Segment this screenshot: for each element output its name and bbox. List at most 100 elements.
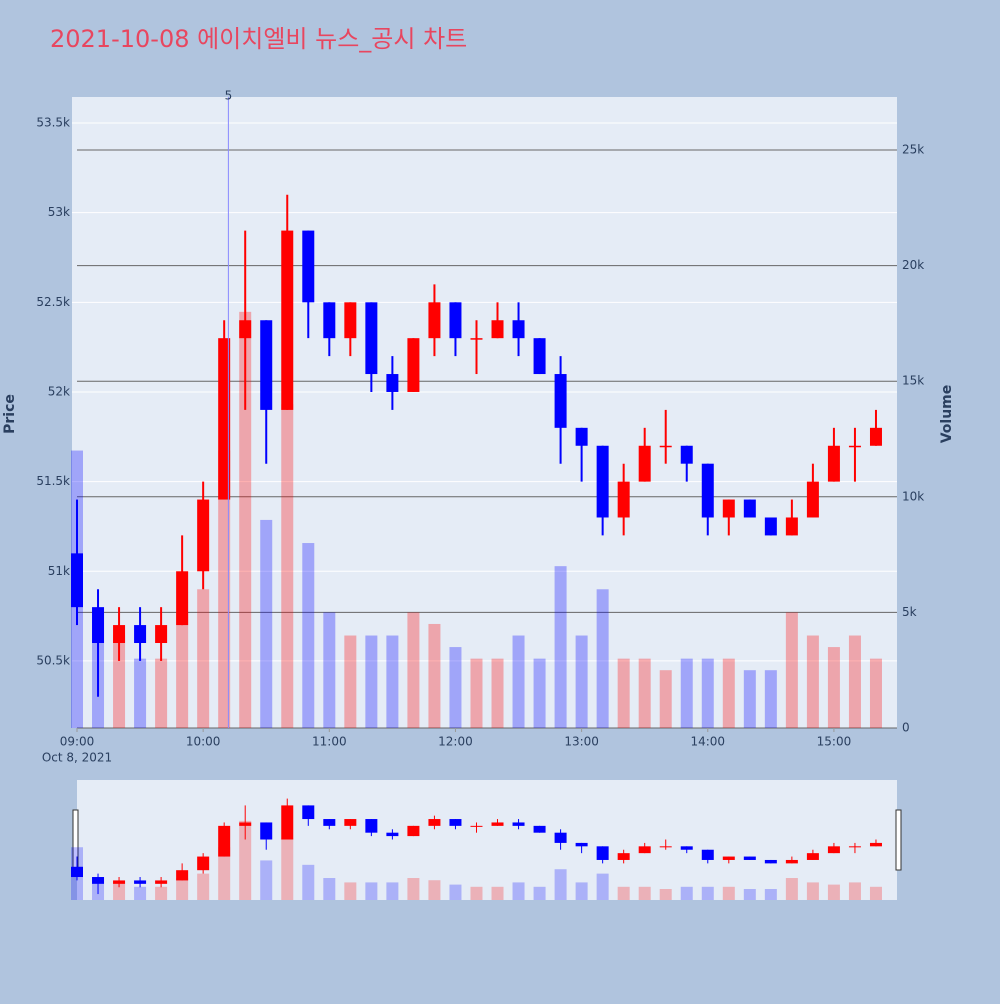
candle-body	[260, 320, 273, 410]
mini-volume-bar	[554, 869, 567, 900]
date-label: Oct 8, 2021	[42, 751, 112, 765]
candle-body	[323, 302, 336, 339]
y-tick-label: 53k	[48, 205, 70, 219]
y-tick-label: 52.5k	[36, 295, 70, 309]
mini-candle-body	[386, 832, 399, 837]
candle-body	[365, 302, 378, 375]
mini-candle-body	[428, 819, 441, 826]
mini-volume-bar	[533, 886, 546, 900]
mini-volume-bar	[428, 880, 441, 900]
mini-candle-body	[134, 880, 147, 884]
volume-bar	[176, 612, 189, 728]
volume-bar	[491, 658, 504, 728]
candle-body	[659, 445, 672, 448]
mini-candle-body	[806, 853, 819, 860]
mini-candle-body	[659, 846, 672, 848]
mini-volume-bar	[764, 889, 777, 900]
x-tick-label: 11:00	[312, 735, 347, 749]
candle-body	[92, 607, 105, 644]
volume-bar	[554, 566, 567, 728]
mini-volume-bar	[281, 838, 294, 900]
y-tick-label: 51.5k	[36, 474, 70, 488]
mini-volume-bar	[722, 886, 735, 900]
y2-tick-label: 5k	[902, 605, 917, 619]
mini-candle-body	[197, 856, 210, 871]
volume-bar	[407, 612, 420, 728]
candle-body	[302, 230, 315, 303]
volume-bar	[638, 658, 651, 728]
volume-bar	[113, 635, 126, 728]
mini-candle-body	[239, 822, 252, 826]
mini-candle-body	[218, 825, 231, 857]
volume-bar	[260, 519, 273, 728]
volume-bar	[428, 623, 441, 728]
candle-body	[470, 338, 483, 340]
x-tick-label: 14:00	[690, 735, 725, 749]
mini-candle-body	[113, 880, 126, 884]
mini-volume-bar	[869, 886, 882, 900]
candle-body	[806, 481, 819, 518]
volume-bar	[806, 635, 819, 728]
candle-body	[785, 517, 798, 536]
mini-volume-bar	[491, 886, 504, 900]
volume-bar	[281, 404, 294, 728]
candle-body	[554, 374, 567, 428]
candle-body	[701, 463, 714, 518]
candle-body	[134, 625, 147, 644]
range-handle[interactable]	[895, 809, 902, 871]
y-axis-title: Price	[2, 394, 18, 434]
mini-volume-bar	[659, 889, 672, 900]
mini-volume-bar	[218, 847, 231, 900]
x-tick-label: 15:00	[817, 735, 852, 749]
mini-candle-body	[869, 842, 882, 847]
candle-body	[407, 338, 420, 392]
x-tick-label: 13:00	[564, 735, 599, 749]
mini-volume-bar	[239, 820, 252, 900]
mini-candle-body	[491, 822, 504, 826]
volume-bar	[848, 635, 861, 728]
candle-body	[533, 338, 546, 375]
volume-bar	[869, 658, 882, 728]
candle-body	[449, 302, 462, 339]
mini-candle-body	[176, 870, 189, 881]
candle-body	[743, 499, 756, 518]
mini-candle-body	[827, 846, 840, 854]
mini-candle-body	[617, 853, 630, 860]
volume-bar	[827, 647, 840, 728]
mini-volume-bar	[617, 886, 630, 900]
y2-tick-label: 15k	[902, 374, 924, 388]
y2-tick-label: 20k	[902, 258, 924, 272]
volume-bar	[575, 635, 588, 728]
candle-body	[827, 445, 840, 482]
volume-bar	[533, 658, 546, 728]
annotation-label: 5	[225, 89, 233, 103]
mini-candle-body	[449, 819, 462, 826]
candle-body	[869, 427, 882, 446]
candle-body	[680, 445, 693, 464]
plot-area	[72, 97, 897, 728]
candle-body	[575, 427, 588, 446]
y-tick-label: 51k	[48, 564, 70, 578]
candle-body	[197, 499, 210, 572]
mini-volume-bar	[197, 873, 210, 900]
mini-candle-body	[848, 846, 861, 848]
mini-candle-body	[407, 825, 420, 837]
mini-volume-bar	[512, 882, 525, 900]
range-slider[interactable]	[77, 780, 897, 900]
mini-volume-bar	[785, 878, 798, 900]
y2-axis-title: Volume	[939, 385, 955, 444]
mini-volume-bar	[302, 864, 315, 900]
candle-body	[218, 338, 231, 500]
candle-body	[239, 320, 252, 339]
mini-volume-bar	[701, 886, 714, 900]
volume-bar	[701, 658, 714, 728]
mini-candle-body	[638, 846, 651, 854]
mini-volume-bar	[680, 886, 693, 900]
mini-volume-bar	[596, 873, 609, 900]
chart-title: 2021-10-08 에이치엘비 뉴스_공시 차트	[50, 25, 467, 53]
volume-bar	[617, 658, 630, 728]
mini-volume-bar	[449, 884, 462, 900]
mini-candle-body	[365, 819, 378, 833]
mini-volume-bar	[260, 860, 273, 900]
